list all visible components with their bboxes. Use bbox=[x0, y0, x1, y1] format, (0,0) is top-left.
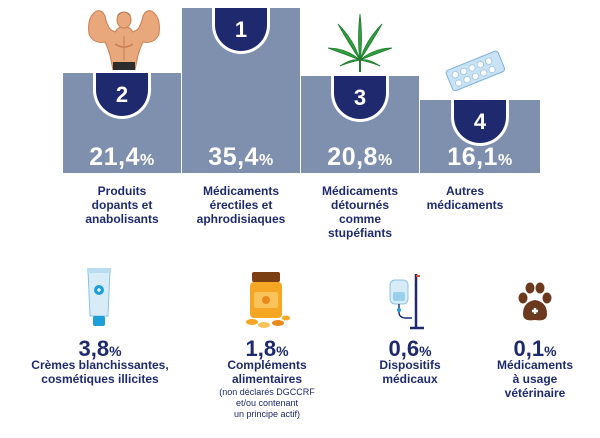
bodybuilder-icon bbox=[88, 10, 160, 70]
rank-badge-3: 3 bbox=[331, 76, 389, 122]
stat-value-creams: 3,8% bbox=[78, 336, 122, 361]
podium-label-2: Produits dopants et anabolisants bbox=[85, 184, 159, 226]
rank-badge-1: 1 bbox=[212, 8, 270, 54]
pill-blister-icon bbox=[445, 50, 506, 92]
stat-label-supplements: Compléments alimentaires bbox=[227, 358, 307, 386]
stat-label-veterinary: Médicaments à usage vétérinaire bbox=[496, 358, 574, 400]
podium-value-2: 21,4% bbox=[89, 143, 155, 171]
podium-value-1: 35,4% bbox=[208, 143, 274, 171]
stat-value-supplements: 1,8% bbox=[245, 336, 289, 361]
stat-note-supplements: (non déclarés DGCCRF et/ou contenant un … bbox=[219, 387, 315, 419]
supplement-jar-icon bbox=[246, 272, 290, 328]
podium-value-3: 20,8% bbox=[327, 143, 393, 171]
rank-badge-4: 4 bbox=[451, 100, 509, 146]
paw-cross-icon bbox=[518, 282, 552, 321]
podium-label-4: Autres médicaments bbox=[426, 184, 504, 212]
iv-drip-icon bbox=[389, 274, 424, 330]
podium-label-3: Médicaments détournés comme stupéfiants bbox=[321, 184, 399, 240]
rank-badge-2: 2 bbox=[93, 73, 151, 119]
cream-tube-icon bbox=[87, 268, 111, 326]
cannabis-leaf-icon bbox=[327, 13, 393, 72]
podium-label-1: Médicaments érectiles et aphrodisiaques bbox=[196, 184, 286, 226]
stat-value-devices: 0,6% bbox=[388, 336, 432, 361]
stat-value-veterinary: 0,1% bbox=[513, 336, 557, 361]
stat-label-devices: Dispositifs médicaux bbox=[379, 358, 441, 386]
stat-label-creams: Crèmes blanchissantes, cosmétiques illic… bbox=[31, 358, 169, 386]
podium-value-4: 16,1% bbox=[447, 143, 513, 171]
